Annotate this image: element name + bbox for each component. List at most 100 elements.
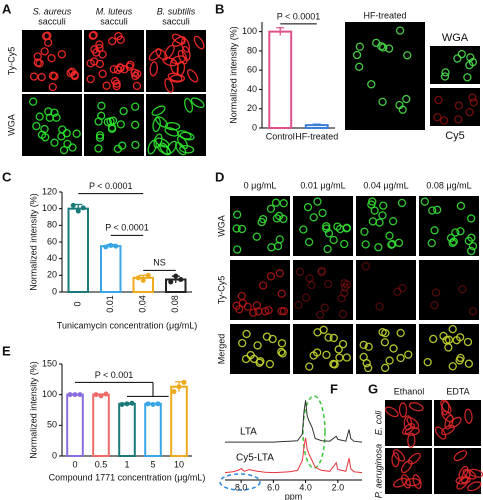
cell xyxy=(68,143,77,152)
cell xyxy=(233,210,242,219)
cell xyxy=(441,424,455,436)
y-tick-label: 150 xyxy=(42,358,57,368)
annotation: P < 0.001 xyxy=(95,370,134,380)
x-tick-label: 0.5 xyxy=(95,459,108,469)
cell xyxy=(130,68,139,77)
cell xyxy=(62,129,71,138)
label: WGA xyxy=(216,215,226,237)
data-point xyxy=(168,279,174,285)
cell xyxy=(380,338,390,347)
x-axis-label: ppm xyxy=(285,491,303,500)
y-tick-label: 80 xyxy=(47,220,57,230)
x-axis-label: Tunicamycin concentration (μg/mL) xyxy=(57,320,197,330)
cell xyxy=(361,262,371,271)
cell xyxy=(164,78,174,93)
data-point xyxy=(173,273,179,279)
cell xyxy=(268,334,277,344)
cell xyxy=(277,347,286,357)
cell xyxy=(262,332,272,341)
cell xyxy=(246,350,255,360)
y-tick-label: 80 xyxy=(247,45,257,55)
cell xyxy=(454,101,464,110)
cell xyxy=(232,301,241,310)
data-point xyxy=(140,277,146,283)
cell xyxy=(50,72,59,81)
cell xyxy=(305,274,314,283)
data-point xyxy=(124,401,130,407)
cell xyxy=(131,140,140,150)
y-tick-label: 120 xyxy=(42,186,57,196)
cell xyxy=(467,233,476,242)
cell xyxy=(108,36,117,46)
cell xyxy=(118,141,127,150)
cell xyxy=(379,43,388,52)
cell xyxy=(48,82,57,92)
cell xyxy=(313,348,322,357)
cell xyxy=(315,310,325,320)
cell xyxy=(32,121,41,131)
cell xyxy=(294,300,303,310)
y-tick-label: 100 xyxy=(42,389,57,399)
cell xyxy=(355,42,365,51)
cell xyxy=(444,335,454,344)
cell xyxy=(252,301,262,310)
cell xyxy=(233,245,242,254)
cell xyxy=(149,61,158,77)
cell xyxy=(190,97,205,109)
micrograph xyxy=(22,30,82,92)
cell xyxy=(313,197,322,206)
label: Ty-Cy5 xyxy=(6,47,16,76)
cell xyxy=(41,133,50,142)
x-tick-label: HF-treated xyxy=(295,131,338,141)
data-point xyxy=(98,393,104,399)
x-tick-label: 10 xyxy=(174,459,184,469)
cell xyxy=(171,36,186,47)
cell xyxy=(449,237,458,246)
data-point xyxy=(181,379,187,385)
cell xyxy=(29,97,38,106)
cell xyxy=(423,357,432,367)
data-point xyxy=(176,384,182,390)
cell xyxy=(340,283,350,292)
cell xyxy=(238,338,247,348)
cell xyxy=(109,65,118,74)
cell xyxy=(295,267,305,276)
cell xyxy=(404,427,420,436)
micrograph xyxy=(385,448,432,494)
cell xyxy=(102,81,111,90)
cell xyxy=(112,81,121,91)
label: E. coli xyxy=(373,410,383,436)
y-tick-label: 20 xyxy=(247,103,257,113)
cell xyxy=(337,294,346,303)
cell xyxy=(40,47,49,56)
cell xyxy=(242,329,251,339)
data-point xyxy=(93,392,99,398)
cell xyxy=(47,54,56,63)
cell xyxy=(148,49,162,61)
cell xyxy=(320,303,329,312)
cell xyxy=(322,350,331,360)
cell xyxy=(464,359,474,368)
label: P. aeruginosa xyxy=(373,444,383,498)
cell xyxy=(324,333,333,342)
cell xyxy=(235,305,244,314)
cell xyxy=(171,33,186,45)
cell xyxy=(33,58,42,67)
cell xyxy=(342,280,352,289)
cell xyxy=(249,308,258,317)
cell xyxy=(378,97,387,106)
cell xyxy=(456,201,466,211)
cell xyxy=(468,93,477,102)
cell xyxy=(266,272,276,281)
cell xyxy=(396,353,405,363)
label: Cy5 xyxy=(445,130,465,142)
label: HF-treated xyxy=(363,10,406,20)
cell xyxy=(441,68,450,77)
cell xyxy=(458,465,469,481)
cell xyxy=(434,426,447,440)
cell xyxy=(264,305,273,315)
cell xyxy=(455,356,464,365)
y-tick-label: 0 xyxy=(52,450,57,460)
y-axis-label: Normalized intensity (%) xyxy=(28,193,38,291)
label: M. luteus xyxy=(96,6,133,16)
